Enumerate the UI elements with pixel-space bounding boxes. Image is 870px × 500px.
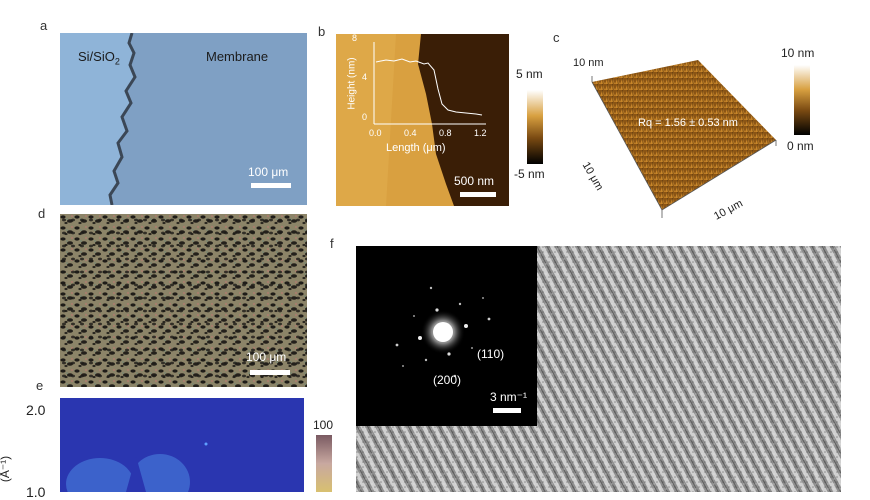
afm-step-image [336, 34, 509, 206]
scale-bar-label-a: 100 μm [248, 165, 289, 179]
panel-a-micrograph: Si/SiO2 Membrane 100 μm [60, 33, 307, 205]
panel-d-micrograph: 100 μm [60, 214, 307, 387]
colorbar-e-top-label: 100 [313, 418, 334, 432]
scale-bar-label-d: 100 μm [246, 350, 287, 364]
colorbar-b-bottom-label: -5 nm [514, 167, 545, 181]
panel-b-afm-image: 8 4 0 Height (nm) 0.0 0.4 0.8 1.2 Length… [336, 34, 509, 206]
inset-xlabel: Length (μm) [386, 142, 446, 154]
inset-xtick-0: 0.0 [369, 128, 382, 138]
inset-ylabel: Height (nm) [346, 57, 358, 110]
colorbar-b-top-label: 5 nm [516, 67, 543, 81]
e-ytick-2: 2.0 [26, 402, 46, 418]
spot-110-label: (110) [477, 347, 505, 361]
panel-label-c: c [553, 30, 560, 45]
spot-200-label: (200) [433, 373, 462, 387]
scale-bar-label-f: 3 nm⁻¹ [490, 390, 528, 404]
panel-label-e: e [36, 378, 44, 393]
scale-bar-d [250, 370, 290, 375]
e-ylabel: (Å⁻¹) [0, 455, 13, 483]
panel-label-d: d [38, 206, 46, 221]
scale-bar-f [493, 408, 521, 413]
saed-inset: (110) (200) 3 nm⁻¹ [356, 246, 537, 426]
membrane-label: Membrane [206, 49, 269, 64]
roughness-label: Rq = 1.56 ± 0.53 nm [638, 117, 738, 129]
scale-bar-a [251, 183, 291, 188]
colorbar-b [527, 90, 543, 164]
panel-label-a: a [40, 18, 48, 33]
panel-f-hrtem: (110) (200) 3 nm⁻¹ [356, 246, 841, 492]
panel-label-b: b [318, 24, 326, 39]
inset-xtick-2: 0.8 [439, 128, 452, 138]
colorbar-c-top-label: 10 nm [781, 46, 815, 60]
panel-label-f: f [330, 236, 334, 251]
giwaxs-pattern [60, 398, 304, 492]
inset-ytick-4: 4 [362, 72, 368, 82]
height-profile-inset [373, 42, 486, 125]
colorbar-c-bottom-label: 0 nm [787, 139, 814, 153]
diffraction-spots [395, 286, 491, 378]
inset-xtick-1: 0.4 [404, 128, 417, 138]
colorbar-c [794, 65, 810, 135]
membrane-edge-image [60, 33, 307, 205]
porous-texture-image [60, 214, 307, 387]
inset-xtick-3: 1.2 [474, 128, 487, 138]
scale-bar-b [460, 192, 496, 197]
afm-3d-surface [591, 60, 777, 218]
colorbar-e [316, 435, 332, 492]
panel-c-3d-surface: Rq = 1.56 ± 0.53 nm [580, 60, 780, 230]
inset-ytick-0: 0 [362, 112, 368, 122]
e-ytick-1: 1.0 [26, 484, 46, 500]
z-axis-label: 10 nm [573, 57, 604, 69]
panel-e-diffraction-map [60, 398, 304, 492]
scale-bar-label-b: 500 nm [454, 174, 495, 188]
substrate-label: Si/SiO2 [78, 49, 120, 67]
inset-ytick-8: 8 [352, 34, 358, 43]
